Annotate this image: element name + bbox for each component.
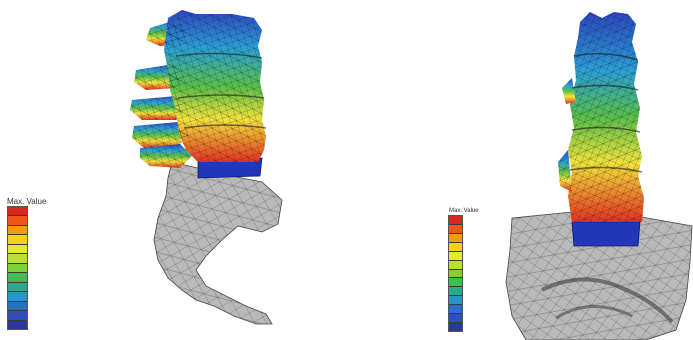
legend-swatch [449,269,462,279]
vertebrae-stress-map [130,10,267,168]
sacrum-bone [153,161,283,325]
legend-swatch [449,314,462,324]
legend-label: Max. Value [7,197,47,206]
legend-swatch [449,224,462,234]
legend-swatch [8,292,27,302]
legend-swatch [449,251,462,261]
legend-swatch [8,320,27,330]
legend-swatch [8,311,27,321]
legend-swatch [449,296,462,306]
legend-swatch [449,233,462,243]
intervertebral-disc [571,221,641,247]
color-legend-bar [448,215,463,332]
legend-swatch [8,263,27,274]
lumbar-spine-posterior-model [505,12,693,340]
legend-label: Max. Value [449,208,479,214]
pelvis-bone [505,211,693,340]
legend-swatch [449,242,462,252]
legend-swatch [8,273,27,283]
legend-swatch [449,260,462,270]
legend-swatch [8,235,27,245]
posterior-view-panel: Max. Value [346,0,693,340]
legend-swatch [8,301,27,312]
legend-swatch [449,287,462,297]
legend-swatch [8,225,27,236]
legend-swatch [449,278,462,288]
legend-swatch [449,216,462,225]
lumbar-spine-lateral-model [130,10,283,325]
legend-swatch [8,244,27,255]
legend-swatch [449,323,462,331]
legend-swatch [449,305,462,315]
vertebrae-stress-map [558,12,644,222]
legend-swatch [8,254,27,264]
legend-swatch [8,207,27,217]
lateral-view-panel: Max. Value [0,0,346,340]
color-legend-bar [7,206,28,330]
legend-swatch [8,216,27,226]
legend-swatch [8,282,27,293]
